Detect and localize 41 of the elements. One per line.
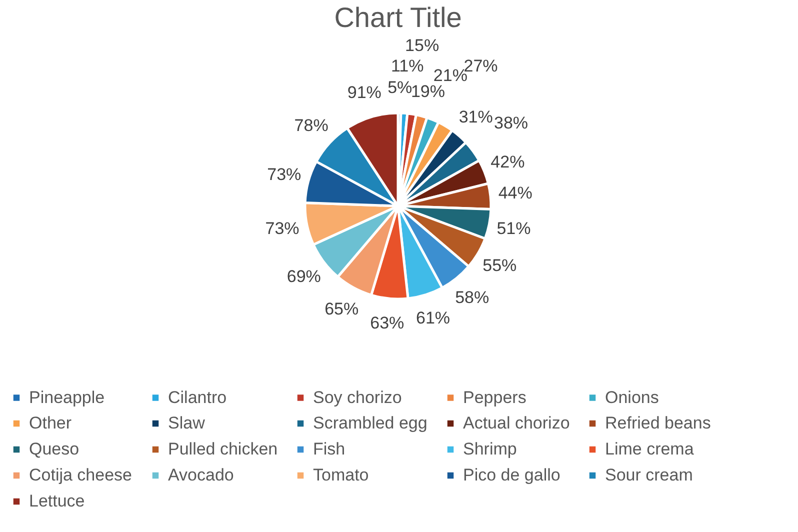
data-label: 38% [494, 113, 528, 132]
legend-label: Cilantro [168, 388, 227, 407]
legend-label: Queso [29, 440, 80, 458]
legend-label: Pineapple [29, 388, 105, 407]
legend-label: Avocado [168, 466, 234, 484]
legend-label: Sour cream [605, 466, 693, 484]
legend-label: Lettuce [29, 492, 85, 510]
data-label: 44% [498, 184, 532, 203]
data-label: 42% [490, 152, 525, 172]
legend-label: Pico de gallo [463, 466, 560, 484]
legend-label: Soy chorizo [313, 388, 402, 407]
legend-label: Refried beans [605, 414, 711, 432]
data-label: 65% [324, 300, 359, 319]
chart-title: Chart Title [334, 2, 462, 33]
legend-label: Other [29, 414, 72, 432]
legend-label: Lime crema [605, 440, 694, 458]
data-label: 73% [265, 219, 300, 238]
data-label: 5% [388, 78, 412, 98]
legend-label: Peppers [463, 388, 526, 407]
data-label: 31% [458, 107, 493, 126]
data-label: 58% [455, 288, 490, 307]
data-label: 91% [347, 82, 382, 102]
legend-label: Fish [313, 440, 346, 458]
legend-label: Actual chorizo [463, 414, 570, 432]
data-label: 15% [405, 36, 440, 55]
data-label: 63% [370, 314, 404, 332]
data-label: 55% [482, 256, 517, 275]
data-label: 11% [390, 56, 424, 76]
data-label: 69% [286, 267, 321, 286]
data-label: 51% [496, 219, 531, 238]
legend-label: Slaw [168, 414, 206, 432]
legend-label: Cotija cheese [29, 466, 132, 484]
legend-label: Scrambled egg [313, 414, 428, 432]
data-label: 78% [294, 116, 328, 135]
legend-label: Pulled chicken [168, 440, 278, 458]
legend-label: Tomato [313, 466, 369, 484]
legend-label: Onions [605, 388, 659, 407]
legend-label: Shrimp [463, 440, 517, 458]
data-label: 61% [416, 308, 450, 328]
data-label: 73% [267, 164, 302, 184]
data-label: 19% [410, 82, 446, 101]
